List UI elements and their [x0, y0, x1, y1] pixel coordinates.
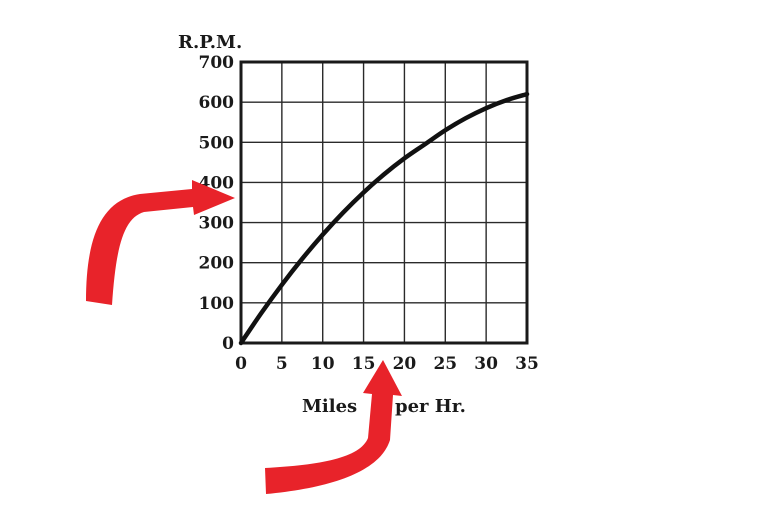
x-tick-label: 35	[515, 354, 539, 374]
x-axis-title-right: per Hr.	[395, 396, 466, 417]
y-axis-title: R.P.M.	[178, 32, 242, 53]
x-tick-label: 10	[311, 354, 335, 374]
y-tick-label: 600	[199, 93, 235, 113]
x-tick-label: 30	[474, 354, 498, 374]
x-tick-label: 0	[235, 354, 247, 374]
x-tick-label: 15	[352, 354, 376, 374]
red-arrow-bottom-icon	[265, 360, 402, 494]
y-tick-label: 700	[199, 53, 235, 73]
x-axis-title-left: Miles	[302, 396, 357, 417]
x-tick-label: 25	[433, 354, 457, 374]
x-tick-labels: 0 5 10 15 20 25 30 35	[235, 354, 539, 374]
y-tick-label: 300	[199, 214, 235, 234]
grid	[240, 61, 528, 344]
red-arrow-left-icon	[86, 180, 235, 305]
plot-frame	[239, 60, 529, 345]
x-tick-label: 5	[276, 354, 288, 374]
x-tick-label: 20	[393, 354, 417, 374]
y-tick-label: 100	[199, 294, 235, 314]
y-tick-label: 500	[199, 133, 235, 153]
y-tick-label: 0	[222, 334, 234, 354]
rpm-curve	[238, 91, 530, 346]
y-tick-label: 200	[199, 254, 235, 274]
